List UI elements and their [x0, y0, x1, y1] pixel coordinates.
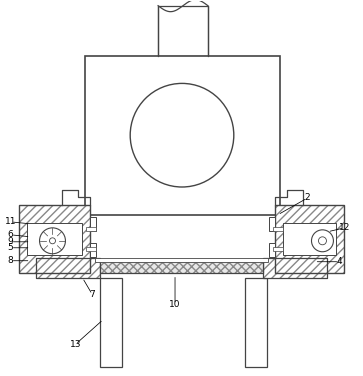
Text: 8: 8 [8, 256, 13, 265]
Circle shape [49, 238, 56, 244]
Bar [26, 223, 82, 255]
Bar [19, 205, 90, 273]
Bar [86, 247, 96, 251]
Circle shape [311, 230, 334, 252]
Bar [36, 258, 100, 277]
Text: 10: 10 [169, 300, 181, 309]
Bar [19, 205, 90, 273]
Text: 5: 5 [8, 243, 13, 252]
Text: 6: 6 [8, 230, 13, 239]
Bar [275, 205, 344, 273]
Bar [263, 258, 327, 277]
Text: 7: 7 [89, 290, 95, 299]
Bar [36, 258, 100, 277]
Bar [269, 243, 275, 257]
Text: 12: 12 [339, 223, 350, 232]
Bar [100, 261, 263, 273]
Circle shape [40, 228, 65, 254]
Bar [86, 227, 96, 231]
Bar [100, 261, 263, 273]
Bar [273, 227, 283, 231]
Bar [275, 205, 344, 273]
Bar [263, 258, 327, 277]
Bar [19, 205, 90, 273]
Bar [100, 261, 263, 273]
Text: 4: 4 [337, 257, 342, 266]
Bar [85, 56, 280, 215]
Text: 13: 13 [70, 340, 81, 349]
Bar [100, 277, 122, 367]
Bar [90, 243, 96, 257]
Bar [283, 223, 337, 255]
Bar [269, 217, 275, 231]
Text: 11: 11 [5, 217, 16, 226]
Circle shape [130, 83, 234, 187]
Bar [275, 205, 344, 273]
Bar [273, 247, 283, 251]
Text: 2: 2 [305, 194, 310, 202]
Text: 9: 9 [8, 237, 13, 246]
Bar [90, 217, 96, 231]
Circle shape [318, 237, 326, 245]
Bar [95, 258, 268, 262]
Bar [158, 6, 208, 56]
Bar [263, 258, 327, 277]
Bar [245, 277, 267, 367]
Bar [36, 258, 100, 277]
